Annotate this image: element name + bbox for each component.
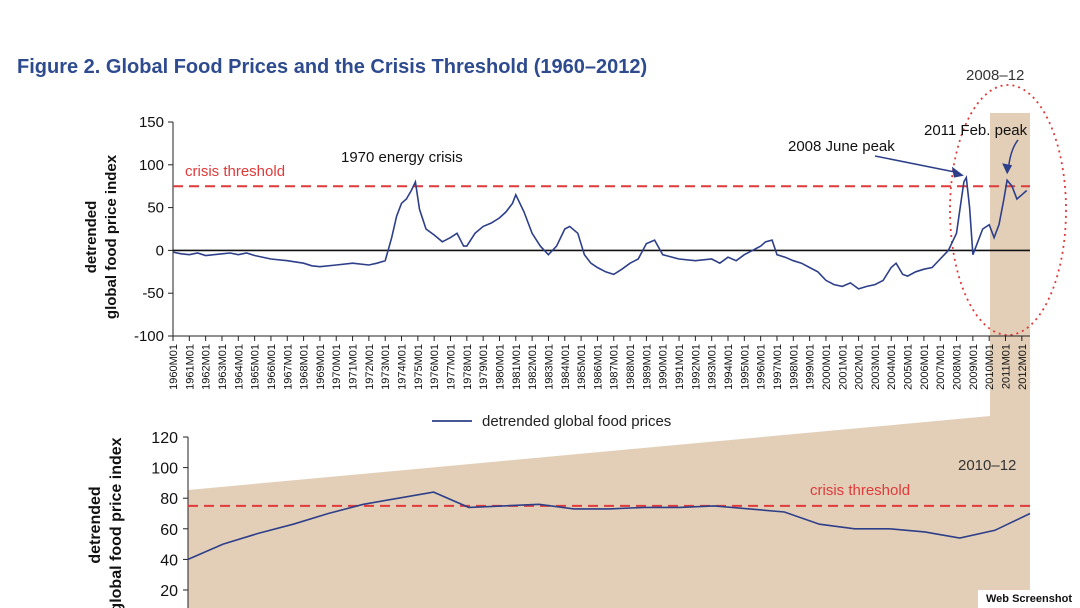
legend-label: detrended global food prices — [482, 413, 671, 430]
main-y-tick-label: 100 — [139, 157, 164, 174]
main-x-tick-label: 1960M01 — [168, 344, 180, 390]
main-x-tick-label: 1997M01 — [772, 344, 784, 390]
web-screenshot-badge: Web Screenshot — [978, 590, 1080, 608]
highlight-period-label: 2008–12 — [966, 67, 1024, 84]
main-x-tick-label: 1974M01 — [397, 344, 409, 390]
highlight-zoom-region — [188, 113, 1030, 608]
annotation-1970-energy-crisis: 1970 energy crisis — [341, 149, 463, 166]
main-x-tick-label: 1964M01 — [233, 344, 245, 390]
main-x-tick-label: 2002M01 — [854, 344, 866, 390]
main-x-tick-label: 1963M01 — [217, 344, 229, 390]
zoom-period-label: 2010–12 — [958, 457, 1016, 474]
main-x-tick-label: 1961M01 — [184, 344, 196, 390]
main-x-tick-label: 1971M01 — [348, 344, 360, 390]
main-y-tick-label: -100 — [134, 328, 164, 345]
main-x-tick-label: 1995M01 — [739, 344, 751, 390]
main-x-tick-label: 1998M01 — [788, 344, 800, 390]
main-x-tick-label: 1999M01 — [805, 344, 817, 390]
main-x-tick-label: 2010M01 — [984, 344, 996, 390]
main-x-tick-label: 1972M01 — [364, 344, 376, 390]
main-x-tick-label: 1990M01 — [658, 344, 670, 390]
main-x-tick-label: 1992M01 — [690, 344, 702, 390]
main-x-tick-label: 2006M01 — [919, 344, 931, 390]
main-x-tick-label: 1976M01 — [429, 344, 441, 390]
main-y-tick-label: 50 — [147, 200, 164, 217]
main-series-line — [172, 175, 1028, 290]
zoom-y-tick-label: 20 — [160, 583, 178, 600]
main-chart: detrended global food price index -100 -5… — [83, 67, 1030, 430]
main-x-tick-label: 2000M01 — [821, 344, 833, 390]
zoom-y-axis-label-line1: detrended — [87, 486, 104, 563]
main-x-tick-label: 1977M01 — [446, 344, 458, 390]
main-x-tick-label: 1978M01 — [462, 344, 474, 390]
main-x-tick-label: 1981M01 — [511, 344, 523, 390]
main-x-tick-label: 1985M01 — [576, 344, 588, 390]
arrow-2008-june-peak — [874, 155, 959, 174]
main-x-tick-label: 1979M01 — [478, 344, 490, 390]
zoom-series-line — [187, 491, 1031, 561]
main-x-tick-label: 2001M01 — [837, 344, 849, 390]
main-x-tick-label: 1983M01 — [543, 344, 555, 390]
main-x-tick-label: 1993M01 — [707, 344, 719, 390]
figure-title: Figure 2. Global Food Prices and the Cri… — [17, 56, 648, 78]
main-x-tick-label: 1965M01 — [250, 344, 262, 390]
main-x-tick-label: 1989M01 — [641, 344, 653, 390]
main-x-tick-label: 2004M01 — [886, 344, 898, 390]
arrow-head-2011-feb-peak — [1002, 163, 1013, 175]
main-x-tick-label: 1968M01 — [299, 344, 311, 390]
main-y-tick-label: -50 — [142, 285, 164, 302]
main-x-tick-label: 2008M01 — [952, 344, 964, 390]
main-x-tick-label: 2003M01 — [870, 344, 882, 390]
main-x-tick-label: 1986M01 — [592, 344, 604, 390]
main-x-tick-label: 2007M01 — [935, 344, 947, 390]
zoom-y-tick-label: 100 — [151, 461, 178, 478]
main-x-tick-label: 1969M01 — [315, 344, 327, 390]
main-x-tick-label: 1984M01 — [560, 344, 572, 390]
main-x-tick-label: 1994M01 — [723, 344, 735, 390]
main-x-tick-label: 1987M01 — [609, 344, 621, 390]
main-x-tick-label: 1988M01 — [625, 344, 637, 390]
main-x-tick-label: 1982M01 — [527, 344, 539, 390]
main-crisis-threshold-label: crisis threshold — [185, 163, 285, 180]
zoom-crisis-threshold-label: crisis threshold — [810, 482, 910, 499]
main-x-tick-label: 2011M01 — [1001, 344, 1013, 389]
main-x-tick-label: 1966M01 — [266, 344, 278, 390]
zoom-y-tick-label: 40 — [160, 552, 178, 569]
main-x-tick-label: 2009M01 — [968, 344, 980, 390]
main-x-tick-label: 2005M01 — [903, 344, 915, 390]
main-x-tick-label: 1970M01 — [331, 344, 343, 390]
zoom-y-axis-label-line2: global food price index — [108, 437, 125, 608]
highlight-ellipse — [949, 84, 1067, 336]
main-x-tick-label: 1991M01 — [674, 344, 686, 390]
zoom-chart: detrended global food price index 20 40 60… — [87, 430, 1031, 608]
zoom-y-tick-label: 120 — [151, 430, 178, 447]
main-x-tick-label: 1996M01 — [756, 344, 768, 390]
zoom-y-tick-label: 60 — [160, 522, 178, 539]
main-x-tick-label: 1980M01 — [494, 344, 506, 390]
annotation-2011-feb-peak: 2011 Feb. peak — [924, 122, 1028, 139]
main-y-axis-label-line1: detrended — [83, 201, 100, 274]
main-x-tick-label: 1962M01 — [201, 344, 213, 390]
arrow-head-2008-june-peak — [951, 166, 964, 178]
main-x-tick-label: 1967M01 — [282, 344, 294, 390]
main-x-tick-label: 1975M01 — [413, 344, 425, 390]
annotation-2008-june-peak: 2008 June peak — [788, 138, 895, 155]
main-y-tick-label: 150 — [139, 114, 164, 131]
main-x-tick-label: 1973M01 — [380, 344, 392, 390]
main-x-tick-label: 2012M01 — [1017, 344, 1029, 390]
main-y-axis-label-line2: global food price index — [103, 154, 120, 319]
main-y-tick-label: 0 — [156, 242, 164, 259]
zoom-y-tick-label: 80 — [160, 491, 178, 508]
